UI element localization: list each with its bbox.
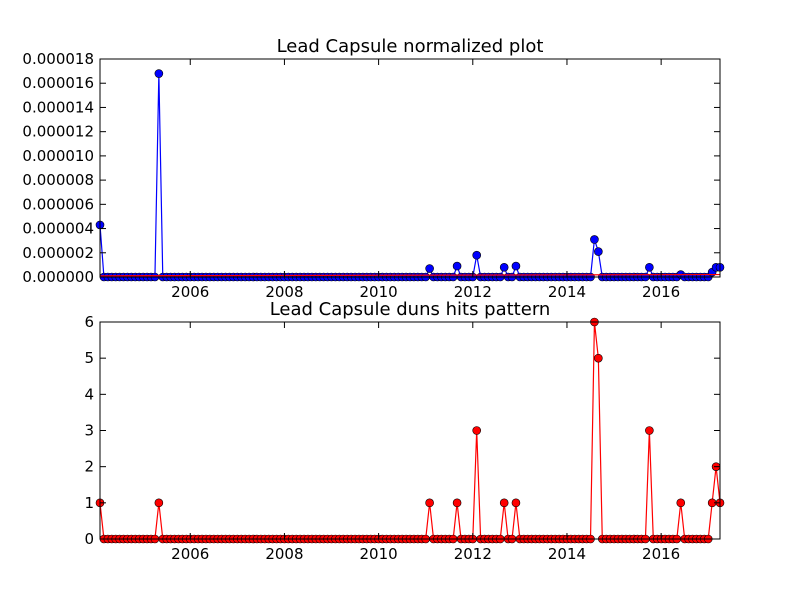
- x-tick-label: 2010: [360, 545, 398, 563]
- y-tick-label: 3: [84, 422, 94, 440]
- data-point: [154, 69, 164, 78]
- chart-1: Lead Capsule normalized plot 0.000000 0.00…: [22, 36, 725, 301]
- y-tick-label: 0.000012: [22, 123, 94, 141]
- data-point: [154, 498, 164, 508]
- y-tick-label: 0.000010: [22, 147, 94, 165]
- y-tick-label: 0.000006: [22, 195, 94, 213]
- series-line: [99, 321, 721, 540]
- data-point: [645, 426, 654, 435]
- y-tick-label: 0.000002: [22, 244, 94, 262]
- y-tick-label: 0.000016: [22, 74, 94, 92]
- data-point: [645, 263, 654, 272]
- y-tick-label: 2: [84, 458, 94, 476]
- y-tick-label: 0.000004: [22, 220, 94, 238]
- y-tick-label: 0.000018: [22, 50, 94, 68]
- y-tick-label: 0.000014: [22, 98, 94, 116]
- y-tick-label: 5: [84, 349, 94, 367]
- series-line: [99, 273, 721, 277]
- plot-area: [95, 69, 725, 282]
- chart-2: Lead Capsule duns hits pattern 0 1 2 3 4 5 6 200…: [84, 299, 725, 563]
- data-point: [590, 235, 599, 244]
- data-point: [425, 498, 434, 508]
- chart-title: Lead Capsule duns hits pattern: [270, 299, 551, 320]
- plot-area: [95, 317, 725, 544]
- data-point: [511, 498, 521, 508]
- x-tick-label: 2014: [548, 283, 586, 301]
- data-point: [452, 261, 462, 271]
- y-tick-label: 6: [84, 313, 94, 331]
- y-tick-label: 0: [84, 530, 94, 548]
- data-point: [472, 426, 482, 435]
- axes-frame: [99, 321, 721, 540]
- series-line: [99, 73, 720, 278]
- x-tick-label: 2008: [265, 283, 303, 301]
- x-tick-label: 2012: [454, 545, 492, 563]
- x-tick-label: 2016: [642, 545, 680, 563]
- y-tick-label: 0.000008: [22, 171, 94, 189]
- data-point: [472, 250, 482, 260]
- x-tick-label: 2010: [360, 283, 398, 301]
- x-tick-label: 2016: [642, 283, 680, 301]
- chart-title: Lead Capsule normalized plot: [277, 36, 544, 57]
- x-tick-label: 2012: [454, 283, 492, 301]
- y-tick-label: 4: [84, 385, 94, 403]
- x-tick-label: 2014: [548, 545, 586, 563]
- data-point: [499, 498, 509, 508]
- data-point: [499, 263, 509, 272]
- data-point: [511, 261, 521, 271]
- x-tick-label: 2008: [265, 545, 303, 563]
- data-point: [676, 498, 686, 508]
- y-tick-label: 0.000000: [22, 268, 94, 286]
- y-tick-label: 1: [84, 494, 94, 512]
- data-point: [425, 264, 434, 273]
- data-point: [594, 247, 603, 256]
- axes-frame: [99, 58, 721, 278]
- data-point: [452, 498, 462, 508]
- x-tick-label: 2006: [171, 283, 209, 301]
- data-point: [594, 353, 603, 363]
- x-tick-label: 2006: [171, 545, 209, 563]
